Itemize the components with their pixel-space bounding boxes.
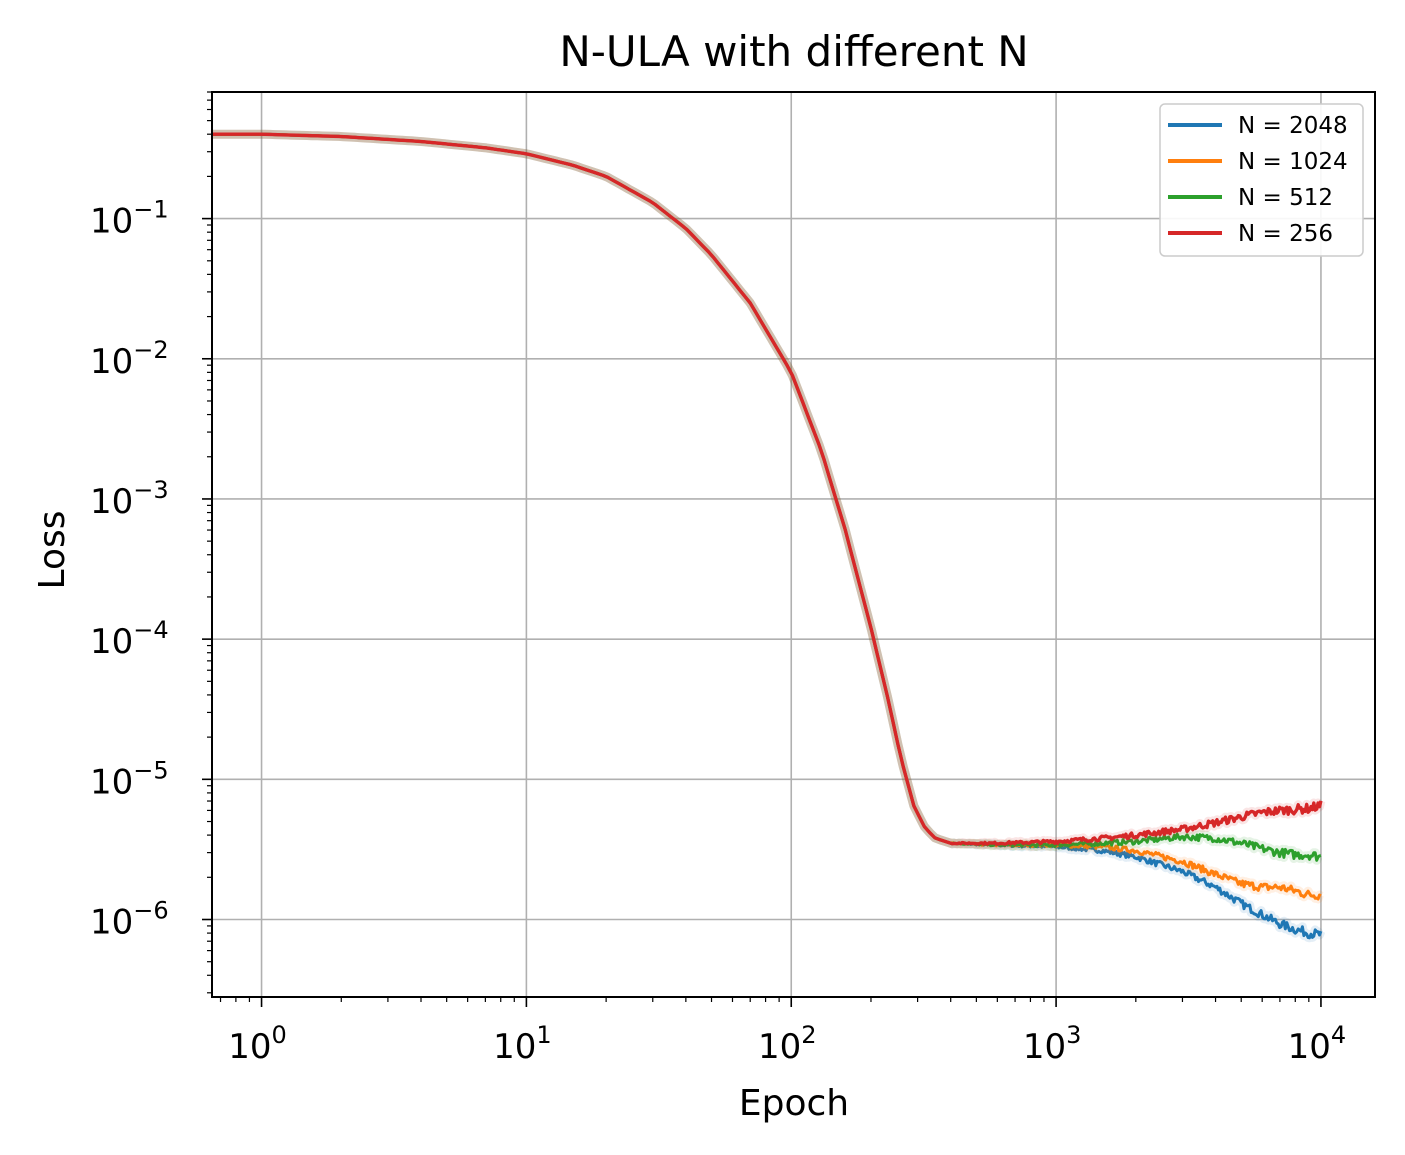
legend-box	[1159, 103, 1364, 257]
x-tick-label: 101	[493, 1021, 552, 1067]
x-tick-label: 104	[1288, 1021, 1347, 1067]
x-tick-label: 103	[1023, 1021, 1082, 1067]
series	[212, 129, 1326, 943]
legend-entries: N = 2048 N = 1024 N = 512 N = 256	[1168, 113, 1348, 247]
x-tick-label: 102	[758, 1021, 817, 1067]
y-tick-label: 10−5	[90, 756, 169, 802]
chart-title: N-ULA with different N	[559, 27, 1028, 76]
legend-label: N = 256	[1238, 221, 1333, 247]
legend-label: N = 512	[1238, 185, 1333, 211]
y-tick-label: 10−6	[90, 897, 169, 943]
y-tick-label: 10−1	[90, 196, 169, 242]
y-axis-label: Loss	[32, 511, 73, 590]
x-axis-label: Epoch	[739, 1083, 849, 1124]
y-tick-labels: 10−1 10−2 10−3 10−4 10−5 10−6	[90, 196, 169, 943]
plot-frame	[211, 91, 1376, 998]
series-line	[212, 132, 1323, 846]
y-tick-label: 10−4	[90, 616, 169, 662]
x-tick-labels: 100 101 102 103 104	[228, 1021, 1346, 1067]
major-ticks	[202, 217, 1322, 1007]
y-tick-label: 10−3	[90, 476, 169, 522]
legend: N = 2048 N = 1024 N = 512 N = 256	[1159, 103, 1364, 257]
y-tick-label: 10−2	[90, 336, 169, 382]
legend-label: N = 2048	[1238, 113, 1348, 139]
legend-label: N = 1024	[1238, 149, 1348, 175]
x-tick-label: 100	[228, 1021, 287, 1067]
grid	[212, 92, 1375, 997]
